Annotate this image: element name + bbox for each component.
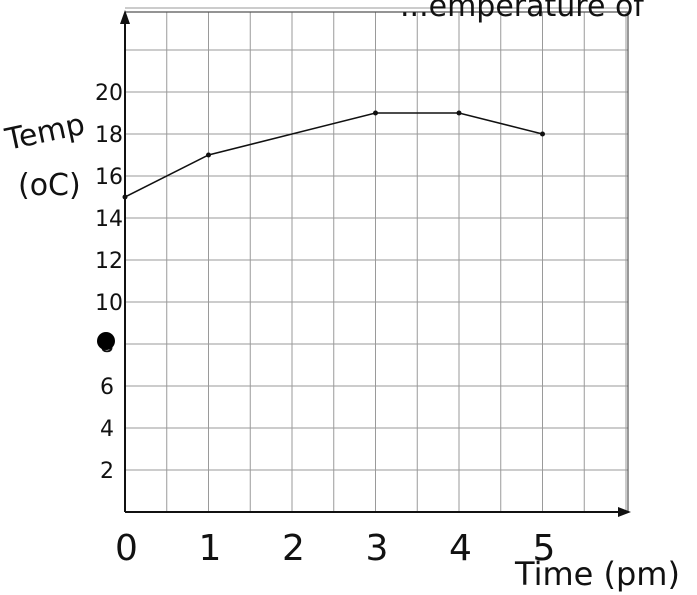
x-tick-label: 0 (115, 528, 138, 569)
x-tick-label: 1 (199, 528, 222, 569)
y-tick-label: 10 (95, 291, 123, 316)
x-tick-label: 3 (366, 528, 389, 569)
chart-title: ...emperature of (400, 0, 645, 24)
data-point (456, 110, 462, 116)
x-axis-label: Time (pm) (514, 555, 680, 593)
data-points (122, 110, 545, 200)
y-axis-label-line2: (oC) (18, 168, 81, 203)
y-tick-label: 18 (95, 123, 123, 148)
x-tick-labels: 0 1 2 3 4 5 (115, 528, 555, 569)
y-tick-labels: 2468101214161820 (95, 81, 123, 484)
x-tick-label: 2 (282, 528, 305, 569)
data-point (206, 152, 211, 158)
data-point (373, 110, 378, 116)
x-axis-arrow (618, 507, 631, 517)
y-axis-label-line1: Temp (1, 107, 87, 158)
data-point (540, 131, 545, 137)
y-tick-label: 20 (95, 81, 123, 106)
y-axis-arrow (120, 10, 130, 24)
x-tick-label: 4 (449, 528, 472, 569)
y-tick-label: 2 (100, 459, 114, 484)
y-tick-label: 14 (95, 207, 123, 232)
y-tick-label: 6 (100, 375, 114, 400)
grid-lines (125, 7, 629, 512)
annotation-dot (97, 332, 115, 350)
data-point (122, 194, 128, 200)
x-tick-label: 5 (533, 528, 556, 569)
y-tick-label: 4 (100, 417, 114, 442)
y-tick-label: 12 (95, 249, 123, 274)
y-tick-label: 16 (95, 165, 123, 190)
